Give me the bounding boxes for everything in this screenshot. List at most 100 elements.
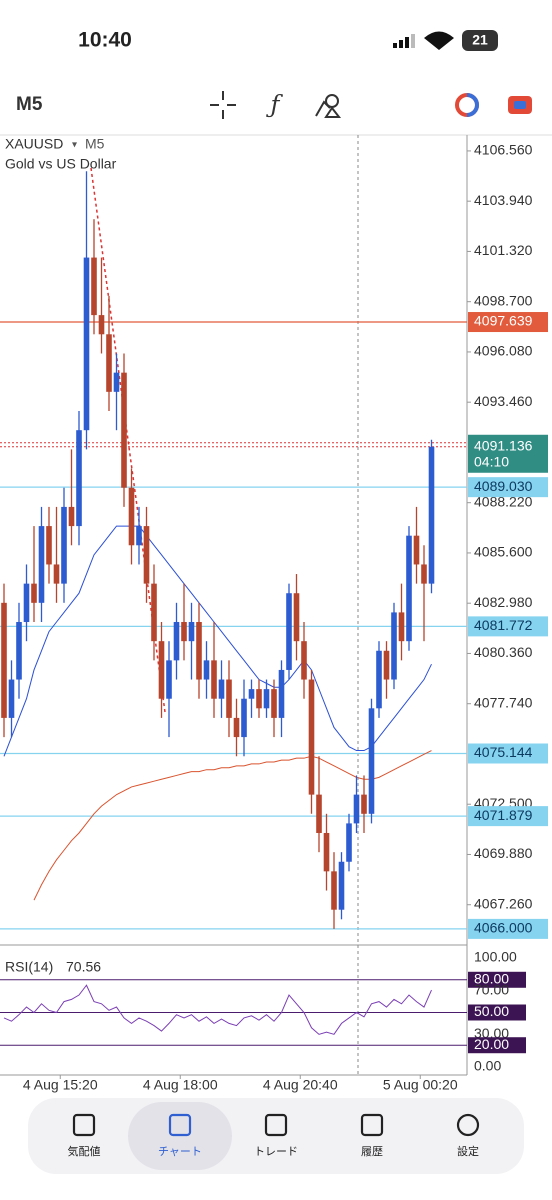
rsi-tick-label: 80.00 <box>474 970 509 986</box>
windows-button[interactable] <box>508 96 532 114</box>
rsi-tick-label: 100.00 <box>474 949 517 965</box>
rsi-tick-label: 30.00 <box>474 1025 509 1041</box>
tab-label[interactable]: 気配値 <box>68 1144 101 1158</box>
rsi-level-tag <box>468 971 526 988</box>
level-label: 4097.639 <box>474 313 533 329</box>
candle-body <box>53 564 60 584</box>
dropdown[interactable]: ▾ <box>72 140 77 151</box>
candle-body <box>173 621 180 661</box>
candle-body <box>241 698 247 738</box>
tab-icon[interactable] <box>360 1113 384 1137</box>
y-tick-label: 4077.740 <box>474 694 533 710</box>
candle-body <box>76 430 82 527</box>
rsi-level-tag <box>468 1004 526 1021</box>
y-tick-label: 4080.360 <box>474 644 533 660</box>
candle-body <box>98 315 105 335</box>
price-label: 4091.136 <box>474 437 533 453</box>
tab-label[interactable]: チャート <box>158 1145 202 1158</box>
candle-body <box>308 679 315 795</box>
candle-body <box>31 583 37 603</box>
level-label: 4089.030 <box>474 478 533 494</box>
candle-body <box>301 641 307 680</box>
rsi-value: 70.56 <box>66 959 101 975</box>
candle-body <box>406 535 412 642</box>
crosshair-button[interactable] <box>210 91 236 119</box>
y-tick-label: 4093.460 <box>474 393 533 409</box>
y-tick-label: 4085.600 <box>474 544 533 560</box>
x-tick-label: 4 Aug 18:00 <box>143 1077 218 1093</box>
y-tick-label: 4103.940 <box>474 192 533 208</box>
battery <box>462 30 498 51</box>
price-tag <box>468 434 548 473</box>
candle-body <box>278 669 285 718</box>
candle-body <box>121 372 127 488</box>
candle-body <box>391 612 397 680</box>
level-label: 4071.879 <box>474 807 533 823</box>
candle-body <box>353 794 360 824</box>
rsi-tick-label: 50.00 <box>474 1003 509 1019</box>
candle-body <box>286 593 292 670</box>
candle-body <box>428 446 435 584</box>
tab-label[interactable]: 履歴 <box>361 1145 383 1158</box>
candle-body <box>323 832 330 872</box>
candle-body <box>113 372 120 392</box>
tab-icon[interactable] <box>264 1113 288 1137</box>
candle-body <box>263 689 270 709</box>
candle-body <box>196 621 202 680</box>
tab-icon[interactable] <box>168 1113 192 1137</box>
candle-body <box>1 602 7 718</box>
level-tag <box>468 918 548 939</box>
candle-body <box>218 679 225 699</box>
level-tag <box>468 312 548 333</box>
icon <box>264 1113 288 1137</box>
y-tick-label: 4067.260 <box>474 895 533 911</box>
candle-body <box>293 593 300 642</box>
tab-label[interactable]: トレード <box>254 1146 298 1158</box>
candle-body <box>398 612 405 642</box>
candle-body <box>166 660 172 699</box>
x-tick-label: 4 Aug 20:40 <box>263 1077 338 1093</box>
rsi-level-tag <box>468 1037 526 1054</box>
trade-button[interactable] <box>455 93 479 117</box>
candle-body <box>248 689 255 699</box>
tab-icon[interactable] <box>72 1113 96 1137</box>
level-tag <box>468 743 548 764</box>
candle-body <box>143 526 150 584</box>
rsi-line <box>3 984 432 1035</box>
y-tick-label: 4101.320 <box>474 242 533 258</box>
candle-body <box>8 679 15 718</box>
clock: 10:40 <box>78 29 132 52</box>
indicators-button[interactable]: ƒ <box>266 91 284 119</box>
level-label: 4066.000 <box>474 920 533 936</box>
y-tick-label: 4088.220 <box>474 493 533 509</box>
tab-label[interactable]: 設定 <box>457 1144 479 1158</box>
candle-body <box>383 650 390 680</box>
candle-body <box>61 506 67 584</box>
candle-body <box>331 871 337 910</box>
candle-body <box>106 334 112 392</box>
level-tag <box>468 806 548 827</box>
candle-body <box>136 526 142 546</box>
tab-icon[interactable] <box>456 1113 480 1137</box>
timeframe-button[interactable]: M5 <box>16 94 43 115</box>
objects-button[interactable] <box>315 94 342 118</box>
candle-body <box>376 650 382 709</box>
rsi-label: RSI(14) <box>5 959 53 975</box>
candle-body <box>68 506 75 527</box>
candle-body <box>233 717 240 738</box>
candle-body <box>46 526 52 565</box>
y-tick-label: 4069.880 <box>474 845 533 861</box>
candle-body <box>83 257 90 431</box>
y-tick-label: 4096.080 <box>474 343 533 359</box>
candle-body <box>421 564 427 584</box>
candle-body <box>316 794 322 833</box>
icon <box>72 1113 96 1137</box>
moving-average <box>33 750 432 901</box>
level-label: 4081.772 <box>474 617 533 633</box>
candle-body <box>91 257 97 316</box>
icon <box>168 1113 192 1137</box>
icon <box>360 1113 384 1137</box>
candle-body <box>23 583 30 622</box>
